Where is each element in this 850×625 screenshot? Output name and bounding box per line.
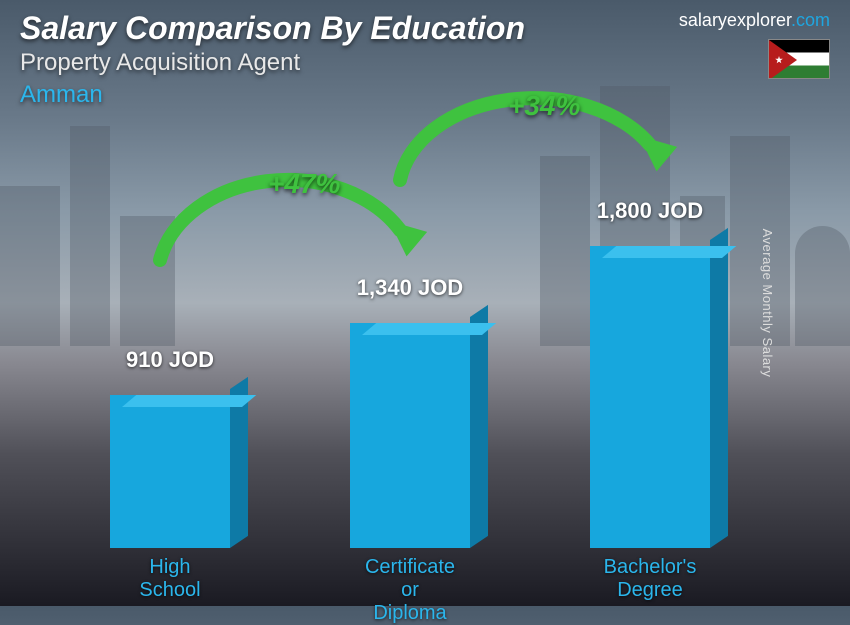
bar-front xyxy=(590,246,710,548)
bar-top xyxy=(362,323,496,335)
bar-side xyxy=(470,305,488,548)
bar-side xyxy=(710,228,728,548)
bar-front xyxy=(110,395,230,548)
bar xyxy=(110,395,230,548)
increase-arc-icon xyxy=(370,50,690,210)
bar-label: Certificate orDiploma xyxy=(365,556,455,625)
bar-top xyxy=(602,246,736,258)
bar-value: 910 JOD xyxy=(126,347,214,373)
bar xyxy=(350,323,470,548)
bar-label: Bachelor'sDegree xyxy=(604,556,697,602)
increase-label: +34% xyxy=(508,90,580,122)
bar xyxy=(590,246,710,548)
bar-chart: 910 JODHigh School1,340 JODCertificate o… xyxy=(0,0,850,606)
bar-top xyxy=(122,395,256,407)
bar-front xyxy=(350,323,470,548)
bar-label: High School xyxy=(130,556,210,602)
increase-label: +47% xyxy=(268,168,340,200)
